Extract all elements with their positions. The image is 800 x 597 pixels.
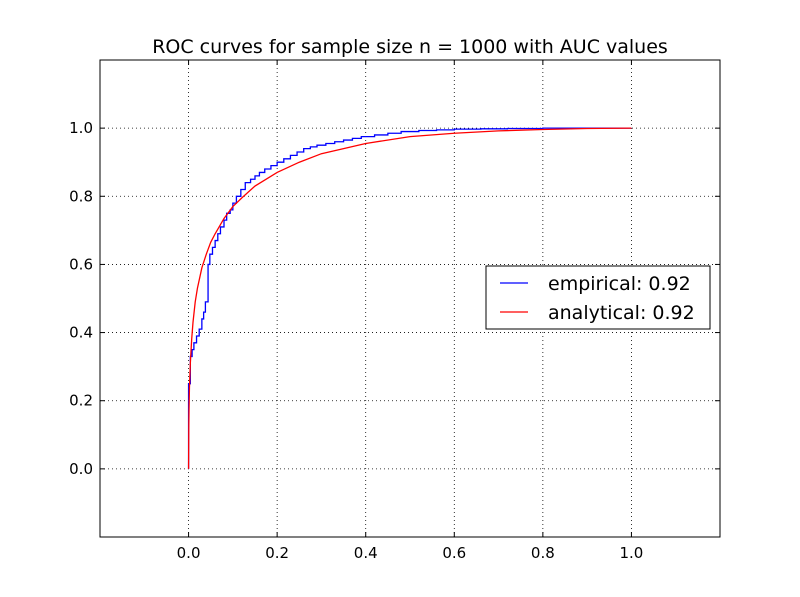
x-tick-label: 1.0 [619, 544, 643, 562]
legend-label-analytical: analytical: 0.92 [548, 302, 695, 324]
x-tick-label: 0.4 [354, 544, 378, 562]
y-tick-label: 0.4 [69, 324, 93, 342]
ticks: 0.0 0.2 0.4 0.6 0.8 1.0 0.0 0.2 0.4 0.6 0.8 1.0 [69, 60, 720, 562]
y-tick-label: 1.0 [69, 119, 93, 137]
x-tick-label: 0.6 [442, 544, 466, 562]
plot-frame [99, 59, 721, 538]
series-line-analytical [187, 127, 632, 469]
y-tick-label: 0.2 [69, 392, 93, 410]
chart-title: ROC curves for sample size n = 1000 with… [152, 36, 668, 58]
series-layer [187, 127, 632, 469]
series-line-empirical [187, 127, 632, 469]
x-tick-label: 0.2 [265, 544, 289, 562]
x-tick-label: 0.0 [177, 544, 201, 562]
y-tick-label: 0.8 [69, 187, 93, 205]
legend: empirical: 0.92 analytical: 0.92 [485, 265, 711, 330]
y-tick-label: 0.6 [69, 255, 93, 273]
legend-label-empirical: empirical: 0.92 [548, 273, 691, 295]
x-tick-label: 0.8 [531, 544, 555, 562]
legend-box [485, 265, 711, 330]
y-tick-label: 0.0 [69, 460, 93, 478]
